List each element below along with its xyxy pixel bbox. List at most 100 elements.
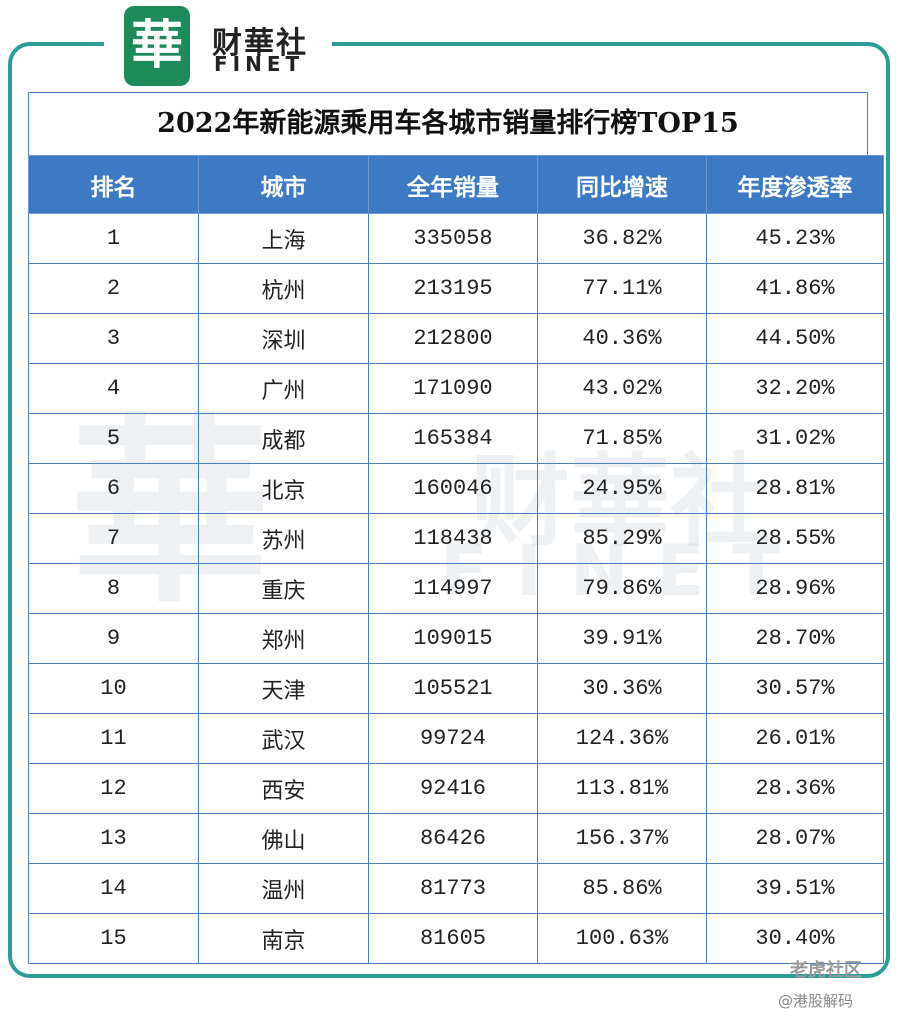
table-cell: 113.81%: [537, 763, 707, 814]
table-row: 12 西安 92416 113.81% 28.36%: [28, 763, 884, 814]
column-header: 同比增速: [537, 155, 707, 214]
table-row: 8 重庆 114997 79.86% 28.96%: [28, 563, 884, 614]
table-cell: 28.81%: [706, 463, 884, 514]
table-cell: 1: [28, 213, 199, 264]
table-cell: 杭州: [198, 263, 369, 314]
table-cell: 109015: [368, 613, 538, 664]
table-cell: 28.96%: [706, 563, 884, 614]
table-row: 14 温州 81773 85.86% 39.51%: [28, 863, 884, 914]
table-cell: 12: [28, 763, 199, 814]
table-row: 10 天津 105521 30.36% 30.57%: [28, 663, 884, 714]
brand-en: FINET: [214, 52, 305, 76]
table-row: 7 苏州 118438 85.29% 28.55%: [28, 513, 884, 564]
table-cell: 32.20%: [706, 363, 884, 414]
table-cell: 28.36%: [706, 763, 884, 814]
table-cell: 77.11%: [537, 263, 707, 314]
table-cell: 81605: [368, 913, 538, 964]
table-cell: 15: [28, 913, 199, 964]
table-cell: 118438: [368, 513, 538, 564]
table-cell: 105521: [368, 663, 538, 714]
table-cell: 85.86%: [537, 863, 707, 914]
table-cell: 39.91%: [537, 613, 707, 664]
table-cell: 4: [28, 363, 199, 414]
table-cell: 114997: [368, 563, 538, 614]
table-cell: 8: [28, 563, 199, 614]
table-cell: 124.36%: [537, 713, 707, 764]
table-cell: 11: [28, 713, 199, 764]
table-cell: 39.51%: [706, 863, 884, 914]
table-row: 1 上海 335058 36.82% 45.23%: [28, 213, 884, 264]
table-cell: 6: [28, 463, 199, 514]
table-cell: 2: [28, 263, 199, 314]
table-row: 13 佛山 86426 156.37% 28.07%: [28, 813, 884, 864]
author-watermark: @港股解码: [778, 992, 854, 1010]
table-row: 9 郑州 109015 39.91% 28.70%: [28, 613, 884, 664]
table-cell: 温州: [198, 863, 369, 914]
table-cell: 14: [28, 863, 199, 914]
table-cell: 30.36%: [537, 663, 707, 714]
table-cell: 81773: [368, 863, 538, 914]
frame: [8, 42, 890, 978]
brand-cn: 财華社: [212, 26, 308, 61]
table-cell: 165384: [368, 413, 538, 464]
table-cell: 天津: [198, 663, 369, 714]
table-cell: 5: [28, 413, 199, 464]
table-cell: 10: [28, 663, 199, 714]
table-cell: 上海: [198, 213, 369, 264]
table-cell: 深圳: [198, 313, 369, 364]
table-cell: 30.57%: [706, 663, 884, 714]
column-header: 城市: [198, 155, 369, 214]
table-row: 15 南京 81605 100.63% 30.40%: [28, 913, 884, 964]
table-cell: 成都: [198, 413, 369, 464]
table-cell: 苏州: [198, 513, 369, 564]
column-header: 排名: [28, 155, 199, 214]
site-watermark: 老虎社区: [790, 960, 862, 981]
table-cell: 31.02%: [706, 413, 884, 464]
table-cell: 212800: [368, 313, 538, 364]
table-cell: 武汉: [198, 713, 369, 764]
table-row: 11 武汉 99724 124.36% 26.01%: [28, 713, 884, 764]
table-cell: 44.50%: [706, 313, 884, 364]
table-cell: 171090: [368, 363, 538, 414]
table-cell: 26.01%: [706, 713, 884, 764]
table-cell: 45.23%: [706, 213, 884, 264]
table-cell: 79.86%: [537, 563, 707, 614]
table-cell: 北京: [198, 463, 369, 514]
table-cell: 156.37%: [537, 813, 707, 864]
table: 排名 城市 全年销量 同比增速 年度渗透率 1 上海 335058 36.82% 45.23% 2 杭…: [28, 155, 884, 964]
table-row: 2 杭州 213195 77.11% 41.86%: [28, 263, 884, 314]
table-row: 5 成都 165384 71.85% 31.02%: [28, 413, 884, 464]
table-cell: 213195: [368, 263, 538, 314]
table-cell: 28.70%: [706, 613, 884, 664]
column-header: 全年销量: [368, 155, 538, 214]
table-cell: 160046: [368, 463, 538, 514]
table-row: 3 深圳 212800 40.36% 44.50%: [28, 313, 884, 364]
table-cell: 100.63%: [537, 913, 707, 964]
table-cell: 92416: [368, 763, 538, 814]
table-block: 2022年新能源乘用车各城市销量排行榜TOP15 排名 城市 全年销量 同比增速 年度渗…: [28, 92, 884, 964]
table-cell: 335058: [368, 213, 538, 264]
table-cell: 71.85%: [537, 413, 707, 464]
table-cell: 广州: [198, 363, 369, 414]
column-header: 年度渗透率: [706, 155, 884, 214]
table-cell: 24.95%: [537, 463, 707, 514]
table-cell: 郑州: [198, 613, 369, 664]
table-cell: 3: [28, 313, 199, 364]
table-cell: 7: [28, 513, 199, 564]
table-cell: 41.86%: [706, 263, 884, 314]
table-cell: 13: [28, 813, 199, 864]
table-cell: 30.40%: [706, 913, 884, 964]
table-cell: 南京: [198, 913, 369, 964]
table-title: 2022年新能源乘用车各城市销量排行榜TOP15: [28, 92, 868, 155]
header-row: 排名 城市 全年销量 同比增速 年度渗透率: [28, 155, 884, 214]
table-cell: 86426: [368, 813, 538, 864]
table-cell: 9: [28, 613, 199, 664]
table-cell: 28.55%: [706, 513, 884, 564]
logo: 華: [124, 6, 190, 86]
table-cell: 99724: [368, 713, 538, 764]
table-row: 6 北京 160046 24.95% 28.81%: [28, 463, 884, 514]
table-cell: 43.02%: [537, 363, 707, 414]
table-cell: 西安: [198, 763, 369, 814]
table-body: 1 上海 335058 36.82% 45.23% 2 杭州 213195 77.11% 41.8…: [28, 213, 884, 964]
